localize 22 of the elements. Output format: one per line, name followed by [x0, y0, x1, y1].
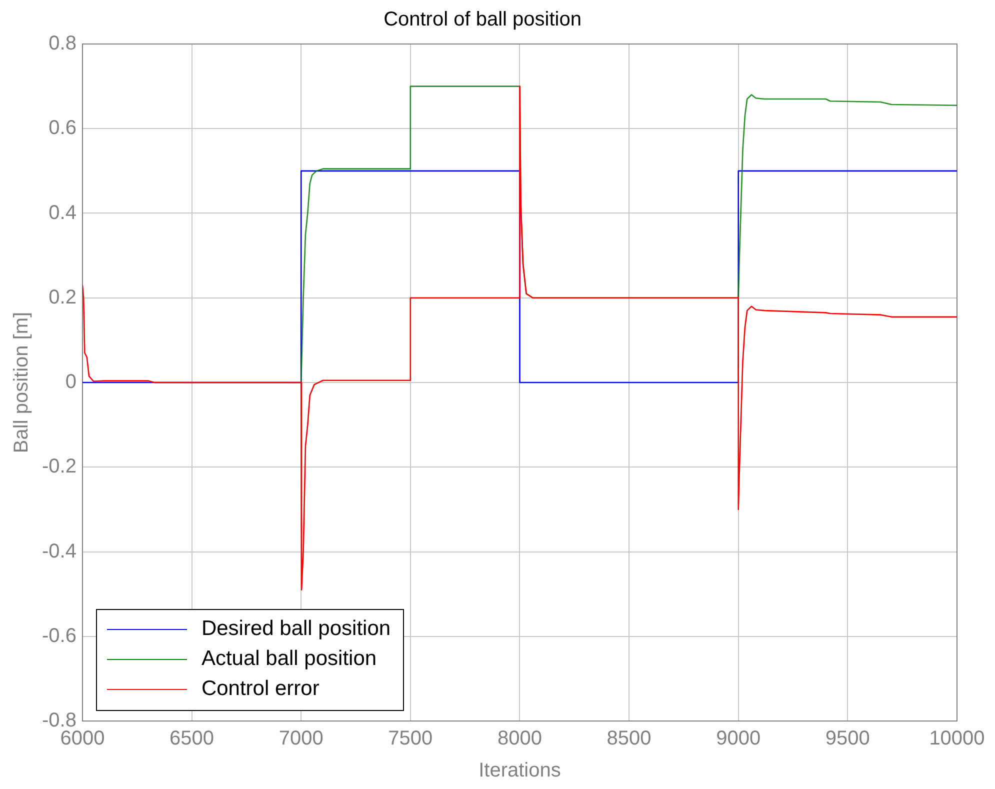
y-tick-label: -0.6 — [42, 624, 76, 647]
chart-title: Control of ball position — [384, 8, 582, 31]
y-tick-label: 0.4 — [48, 202, 76, 224]
legend-label: Desired ball position — [201, 616, 391, 642]
x-tick-label: 9000 — [716, 728, 761, 750]
y-tick-label: 0 — [65, 371, 76, 394]
y-tick-label: -0.2 — [42, 456, 76, 478]
legend-label: Control error — [201, 676, 320, 702]
y-axis-title: Ball position [m] — [10, 312, 33, 454]
y-tick-label: 0.6 — [48, 117, 76, 140]
x-tick-label: 9500 — [825, 728, 870, 750]
x-tick-label: 7000 — [278, 728, 324, 750]
legend-label: Actual ball position — [201, 646, 377, 672]
y-tick-label: -0.4 — [42, 540, 76, 562]
x-tick-label: 8500 — [606, 728, 652, 750]
x-tick-label: 8000 — [497, 728, 542, 750]
x-axis-title: Iterations — [478, 760, 561, 782]
x-tick-label: 7500 — [388, 728, 433, 750]
x-tick-label: 10000 — [929, 728, 985, 750]
x-tick-label: 6500 — [170, 728, 214, 750]
y-tick-label: 0.2 — [48, 286, 76, 308]
y-tick-label: 0.8 — [48, 32, 76, 55]
